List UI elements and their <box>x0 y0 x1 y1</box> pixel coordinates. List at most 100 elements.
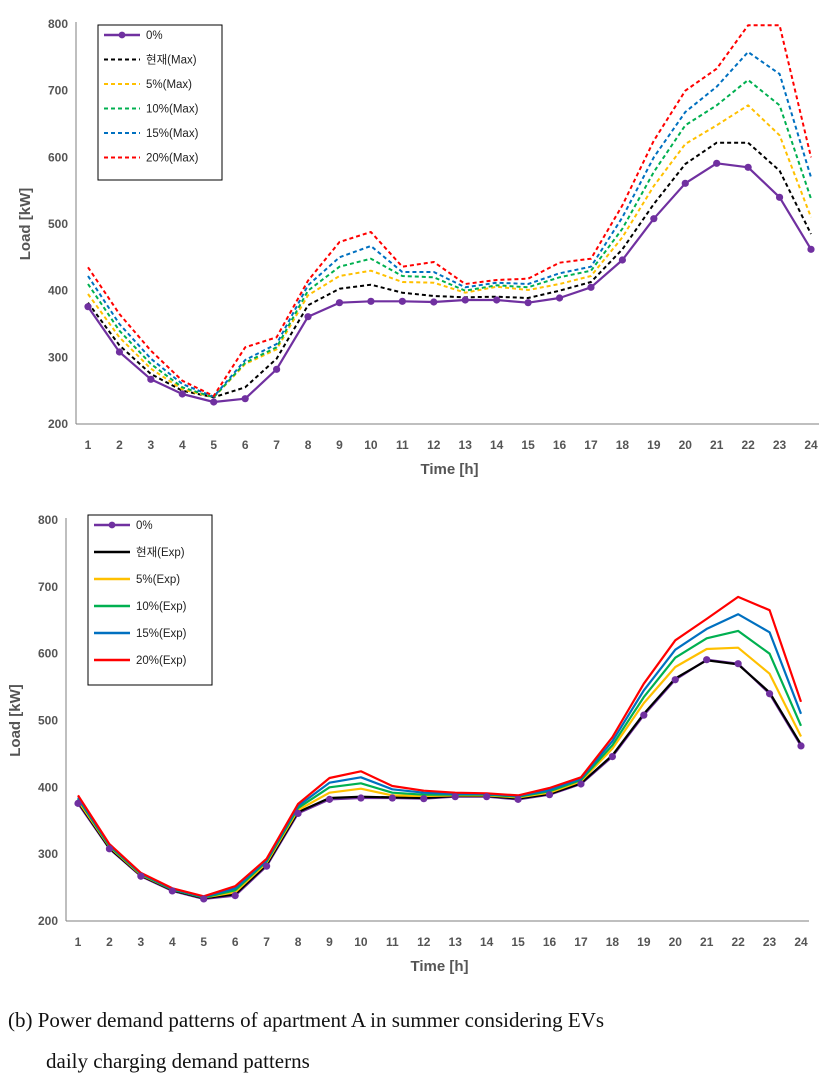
y-tick-label: 600 <box>48 150 68 164</box>
x-tick-label: 2 <box>116 438 123 452</box>
y-tick-label: 700 <box>38 580 58 594</box>
x-tick-label: 4 <box>179 438 186 452</box>
data-point-marker <box>514 795 522 803</box>
data-point-marker <box>398 297 406 305</box>
data-point-marker <box>200 895 208 903</box>
data-point-marker <box>231 892 239 900</box>
x-tick-label: 7 <box>263 935 270 949</box>
series-line-0 <box>77 658 802 900</box>
y-tick-label: 800 <box>48 17 68 31</box>
data-point-marker <box>105 845 114 853</box>
y-tick-label: 400 <box>38 780 58 794</box>
data-point-marker <box>650 215 658 223</box>
x-tick-label: 15 <box>521 438 535 452</box>
legend-label-2: 5%(Max) <box>146 79 192 91</box>
x-tick-label: 13 <box>459 438 473 452</box>
y-tick-label: 700 <box>48 84 68 98</box>
x-tick-label: 19 <box>647 438 661 452</box>
data-point-marker <box>388 794 396 802</box>
data-point-marker <box>545 791 554 799</box>
x-tick-label: 22 <box>741 438 755 452</box>
legend-label-4: 15%(Max) <box>146 128 199 140</box>
legend-label-1: 현재(Exp) <box>136 546 185 559</box>
x-tick-label: 8 <box>305 438 312 452</box>
x-tick-label: 24 <box>804 438 818 452</box>
legend-marker <box>118 31 126 39</box>
data-point-marker <box>744 163 752 171</box>
x-tick-label: 1 <box>85 438 92 452</box>
x-tick-label: 20 <box>669 935 683 949</box>
x-tick-label: 7 <box>273 438 280 452</box>
y-tick-label: 200 <box>48 417 68 431</box>
legend-label-3: 10%(Max) <box>146 104 199 116</box>
legend-label-5: 20%(Exp) <box>136 655 187 667</box>
data-point-marker <box>618 256 626 264</box>
data-point-marker <box>608 752 616 761</box>
x-tick-label: 12 <box>417 935 431 949</box>
x-tick-label: 8 <box>295 935 302 949</box>
x-tick-label: 14 <box>490 438 504 452</box>
data-point-marker <box>210 398 218 406</box>
data-point-marker <box>178 390 186 398</box>
data-point-marker <box>524 299 532 307</box>
x-tick-label: 19 <box>637 935 651 949</box>
x-tick-label: 18 <box>616 438 630 452</box>
legend-label-0: 0% <box>136 520 153 532</box>
y-axis-title: Load [kW] <box>17 188 34 261</box>
x-tick-label: 18 <box>606 935 620 949</box>
legend-marker <box>108 521 116 529</box>
y-tick-label: 200 <box>38 914 58 928</box>
series-line-3 <box>87 79 812 399</box>
data-point-marker <box>671 676 679 684</box>
data-point-marker <box>367 297 375 305</box>
x-tick-label: 14 <box>480 935 494 949</box>
data-point-marker <box>420 795 428 803</box>
series-line-4 <box>87 51 812 398</box>
data-point-marker <box>483 793 491 801</box>
data-point-marker <box>74 799 82 807</box>
data-point-marker <box>681 179 689 187</box>
data-point-marker <box>263 862 271 870</box>
x-tick-label: 9 <box>336 438 343 452</box>
legend-label-5: 20%(Max) <box>146 153 199 165</box>
data-point-marker <box>555 294 564 302</box>
data-point-marker <box>703 656 711 664</box>
data-point-marker <box>775 193 784 201</box>
x-tick-label: 16 <box>543 935 557 949</box>
x-tick-label: 12 <box>427 438 441 452</box>
data-point-marker <box>493 296 501 304</box>
data-point-marker <box>807 245 815 253</box>
x-tick-label: 9 <box>326 935 333 949</box>
data-point-marker <box>84 303 92 311</box>
legend-label-0: 0% <box>146 30 163 42</box>
data-point-marker <box>765 690 774 698</box>
x-tick-label: 20 <box>679 438 693 452</box>
x-tick-label: 4 <box>169 935 176 949</box>
legend-label-3: 10%(Exp) <box>136 601 187 613</box>
data-point-marker <box>430 298 438 306</box>
x-tick-label: 22 <box>731 935 745 949</box>
series-line-0 <box>87 162 812 404</box>
data-point-marker <box>294 809 302 817</box>
data-point-marker <box>587 283 595 291</box>
x-tick-label: 21 <box>700 935 714 949</box>
y-tick-label: 300 <box>48 350 68 364</box>
x-tick-label: 6 <box>242 438 249 452</box>
data-point-marker <box>241 395 249 403</box>
y-tick-label: 500 <box>48 217 68 231</box>
legend-label-4: 15%(Exp) <box>136 628 187 640</box>
x-tick-label: 15 <box>511 935 525 949</box>
data-point-marker <box>304 313 312 321</box>
x-tick-label: 11 <box>396 438 409 452</box>
y-tick-label: 400 <box>48 284 68 298</box>
data-point-marker <box>797 742 805 750</box>
legend-label-1: 현재(Max) <box>146 54 197 67</box>
x-tick-label: 2 <box>106 935 113 949</box>
legend-box <box>97 24 223 181</box>
data-point-marker <box>461 296 469 304</box>
figure-caption: (b) Power demand patterns of apartment A… <box>8 1000 824 1082</box>
series-line-1 <box>87 141 812 399</box>
x-tick-label: 23 <box>773 438 787 452</box>
x-tick-label: 16 <box>553 438 567 452</box>
